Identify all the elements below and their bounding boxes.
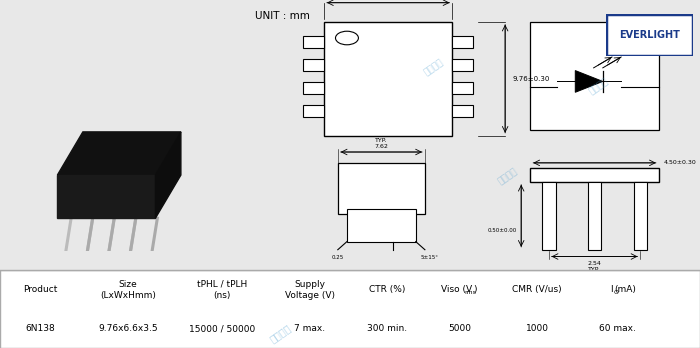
Bar	[0, 270, 700, 310]
Text: Product: Product	[23, 285, 57, 294]
Text: 7 max.: 7 max.	[294, 324, 326, 333]
Text: rms: rms	[464, 290, 476, 295]
Text: 5±15°: 5±15°	[421, 255, 438, 260]
Text: 0.50±0.00: 0.50±0.00	[487, 228, 517, 233]
Bar	[303, 104, 324, 117]
Bar	[542, 182, 556, 250]
Text: 5000: 5000	[449, 324, 472, 333]
Text: 300 min.: 300 min.	[367, 324, 407, 333]
Text: Size
(LxWxHmm): Size (LxWxHmm)	[100, 280, 155, 300]
Circle shape	[335, 31, 358, 45]
Bar	[303, 82, 324, 94]
Text: 4.50±0.30: 4.50±0.30	[664, 160, 696, 165]
Text: Viso (V: Viso (V	[441, 285, 472, 294]
Bar	[338, 163, 425, 214]
Text: 6N138: 6N138	[25, 324, 55, 333]
Text: 60 max.: 60 max.	[599, 324, 636, 333]
Text: tPHL / tPLH
(ns): tPHL / tPLH (ns)	[197, 280, 247, 300]
Text: 超毅电子: 超毅电子	[120, 193, 146, 214]
Text: CTR (%): CTR (%)	[369, 285, 405, 294]
Text: CMR (V/us): CMR (V/us)	[512, 285, 562, 294]
Text: 7.62: 7.62	[374, 144, 388, 149]
Bar	[531, 22, 659, 130]
Text: 0.25: 0.25	[332, 255, 344, 260]
Text: 9.76x6.6x3.5: 9.76x6.6x3.5	[98, 324, 158, 333]
Bar	[452, 59, 473, 71]
Text: TYP.: TYP.	[375, 137, 388, 143]
Bar	[452, 104, 473, 117]
Text: 1000: 1000	[526, 324, 549, 333]
Bar	[303, 59, 324, 71]
Bar	[588, 182, 601, 250]
Polygon shape	[57, 175, 155, 218]
Text: 9.76±0.30: 9.76±0.30	[512, 76, 550, 82]
Bar	[347, 209, 416, 242]
Bar	[324, 22, 452, 136]
Text: 超毅电子: 超毅电子	[423, 58, 445, 78]
Text: Supply
Voltage (V): Supply Voltage (V)	[285, 280, 335, 300]
Text: 15000 / 50000: 15000 / 50000	[189, 324, 256, 333]
Text: O: O	[613, 290, 618, 295]
Polygon shape	[155, 132, 181, 218]
Text: EVERLIGHT: EVERLIGHT	[619, 30, 680, 40]
Text: UNIT : mm: UNIT : mm	[256, 11, 310, 21]
Text: 超毅电子: 超毅电子	[267, 322, 293, 344]
Bar	[634, 182, 648, 250]
Bar	[452, 82, 473, 94]
Text: 2.54: 2.54	[587, 261, 601, 266]
Bar	[303, 36, 324, 48]
Polygon shape	[57, 132, 181, 175]
Text: ): )	[473, 285, 477, 294]
Text: 超毅电子: 超毅电子	[496, 167, 519, 186]
Text: (mA): (mA)	[614, 285, 636, 294]
Text: I: I	[610, 285, 613, 294]
Bar	[452, 36, 473, 48]
Text: TYP.: TYP.	[589, 267, 601, 272]
Text: 超毅电子: 超毅电子	[588, 77, 610, 97]
Bar	[531, 168, 659, 182]
Polygon shape	[575, 71, 603, 92]
